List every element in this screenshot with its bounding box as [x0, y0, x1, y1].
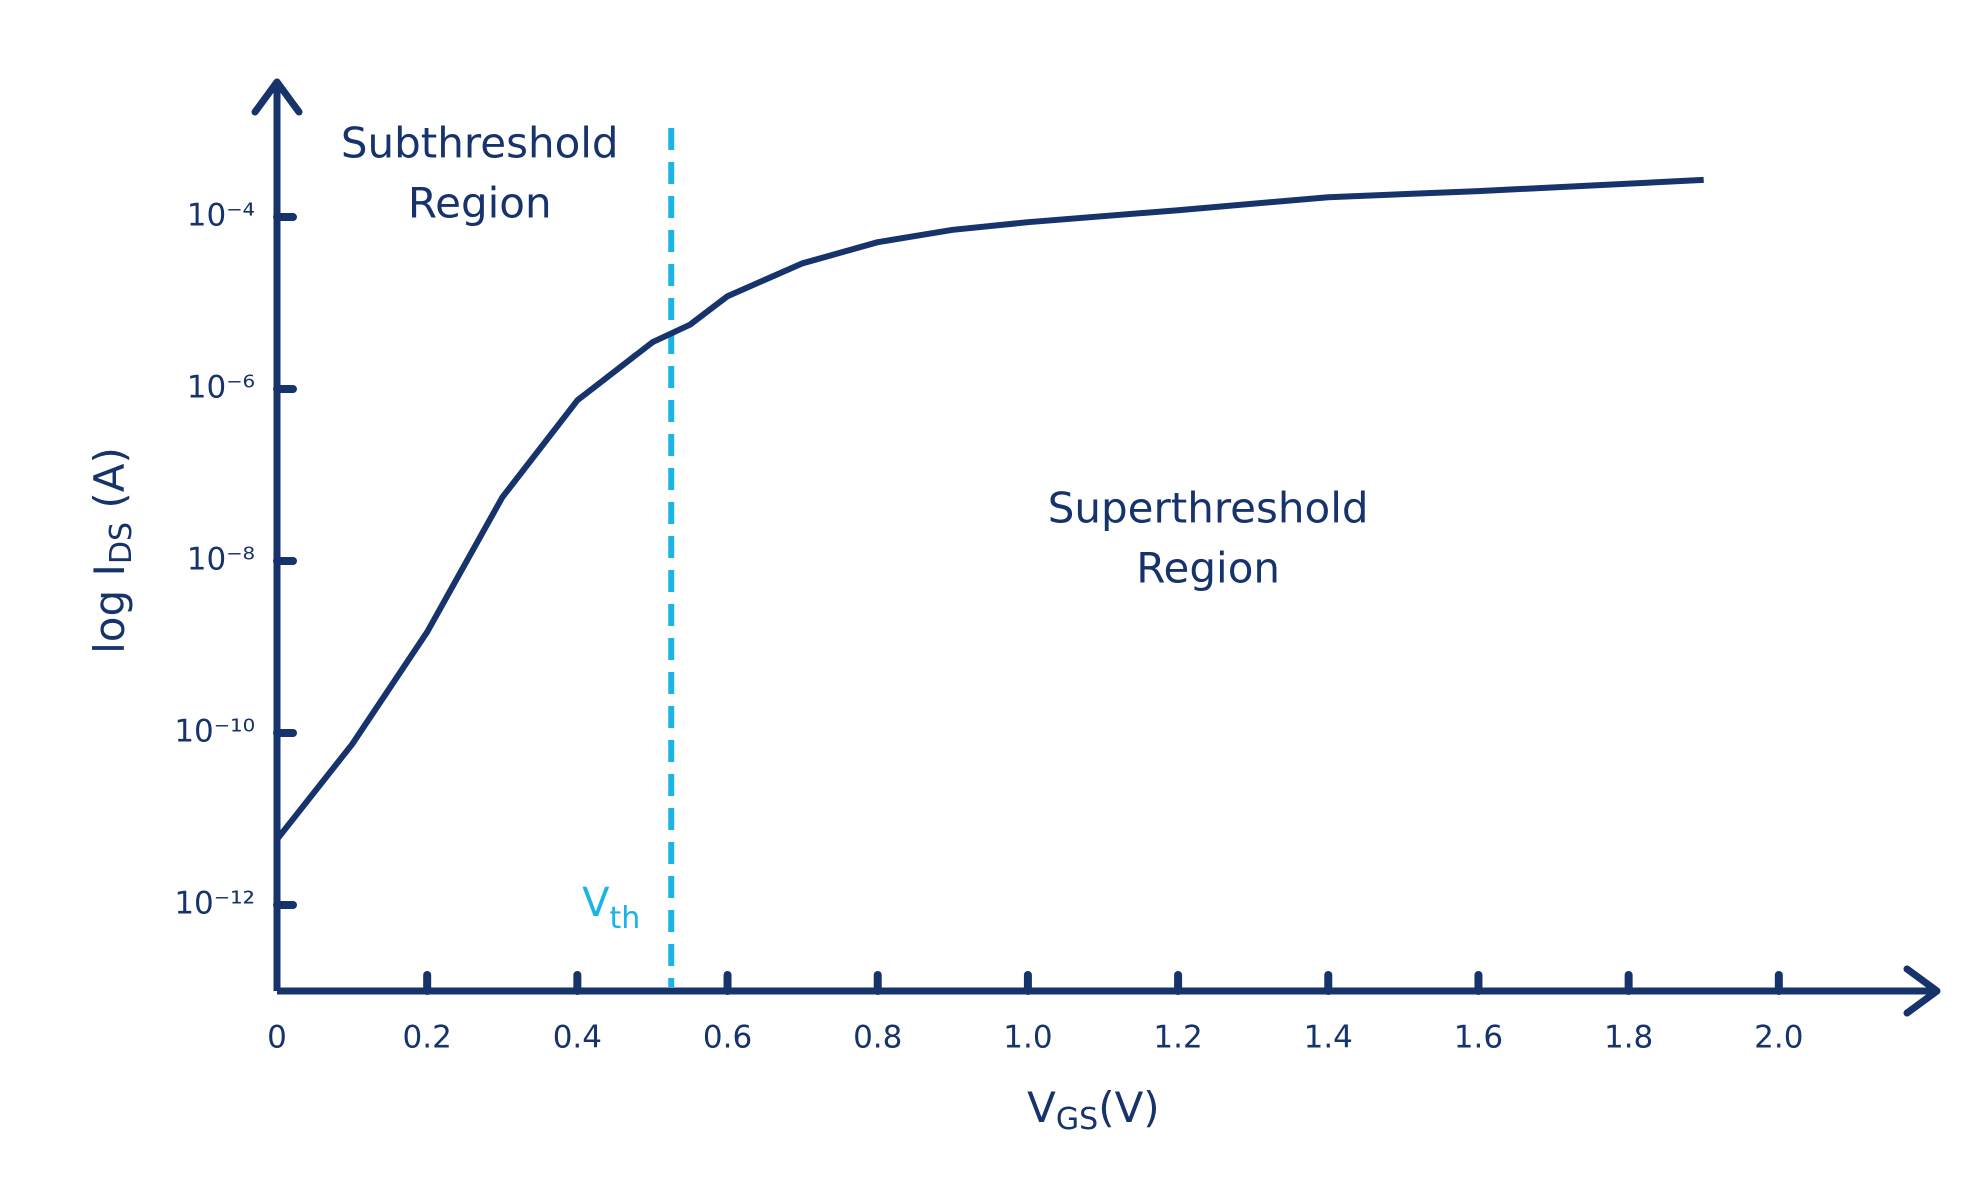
threshold-label-sub: th [610, 901, 641, 936]
x-tick-label: 1.2 [1153, 1020, 1202, 1056]
y-tick-label: 10⁻⁶ [187, 370, 255, 406]
threshold-label-main: V [582, 880, 610, 926]
x-label-tail: (V) [1098, 1083, 1160, 1132]
x-arrow [1903, 965, 1941, 1017]
y-axis-label: log IDS (A) [85, 447, 139, 654]
x-tick-label: 0.2 [403, 1020, 452, 1056]
y-tick-label: 10⁻⁴ [187, 198, 255, 234]
y-label-main: log I [85, 564, 134, 654]
data-line [274, 176, 1704, 842]
region-label: Subthreshold [341, 118, 619, 167]
x-label-main: V [1027, 1083, 1056, 1132]
x-tick-label: 1.8 [1604, 1020, 1653, 1056]
region-label: Superthreshold [1048, 484, 1369, 533]
x-label-sub: GS [1056, 1102, 1098, 1137]
x-tick-label: 2.0 [1754, 1020, 1803, 1056]
x-tick-label: 1.4 [1304, 1020, 1353, 1056]
x-tick-label: 0.6 [703, 1020, 752, 1056]
y-tick-label: 10⁻¹⁰ [174, 714, 255, 750]
x-tick-label: 1.0 [1003, 1020, 1052, 1056]
y-arrow [251, 78, 303, 116]
x-tick-label: 0.8 [853, 1020, 902, 1056]
x-axis-label: VGS(V) [1027, 1083, 1160, 1137]
x-tick-label: 0 [267, 1020, 287, 1056]
y-label-tail: (A) [85, 447, 134, 522]
x-tick-label: 0.4 [553, 1020, 602, 1056]
x-tick-label: 1.6 [1454, 1020, 1503, 1056]
region-label: Region [408, 178, 552, 227]
y-tick-label: 10⁻⁸ [187, 542, 255, 578]
region-label: Region [1136, 544, 1280, 593]
y-label-sub: DS [104, 522, 139, 564]
y-tick-label: 10⁻¹² [174, 886, 255, 922]
threshold-label: Vth [582, 880, 640, 936]
